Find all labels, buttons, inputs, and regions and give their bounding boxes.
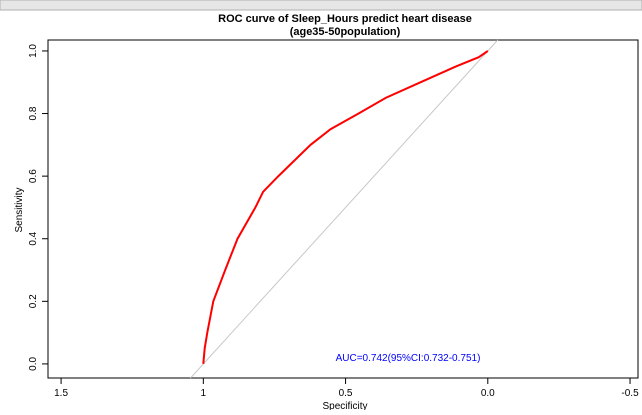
y-tick-label: 0.8 [28,106,39,120]
y-tick-label: 0.6 [28,169,39,183]
y-tick-label: 0.0 [28,357,39,371]
x-axis-label: Specificity [322,401,367,410]
window-bar [0,0,642,11]
roc-curve [202,50,489,364]
chart-title: ROC curve of Sleep_Hours predict heart d… [218,13,472,25]
annotation: AUC=0.742(95%CI:0.732-0.751) [336,353,481,364]
y-tick-label: 0.4 [28,231,39,245]
y-axis-label: Sensitivity [14,187,25,232]
y-tick-label: 0.2 [28,294,39,308]
x-tick-label: 0.5 [339,388,353,399]
x-tick-label: 0.0 [481,388,495,399]
x-tick-label: -0.5 [621,388,639,399]
y-tick-label: 1.0 [28,44,39,58]
reference-line [190,39,499,379]
x-tick-label: 1.5 [54,388,68,399]
x-tick-label: 1 [201,388,207,399]
plot-box [47,39,639,379]
chart-subtitle: (age35-50population) [290,26,401,38]
